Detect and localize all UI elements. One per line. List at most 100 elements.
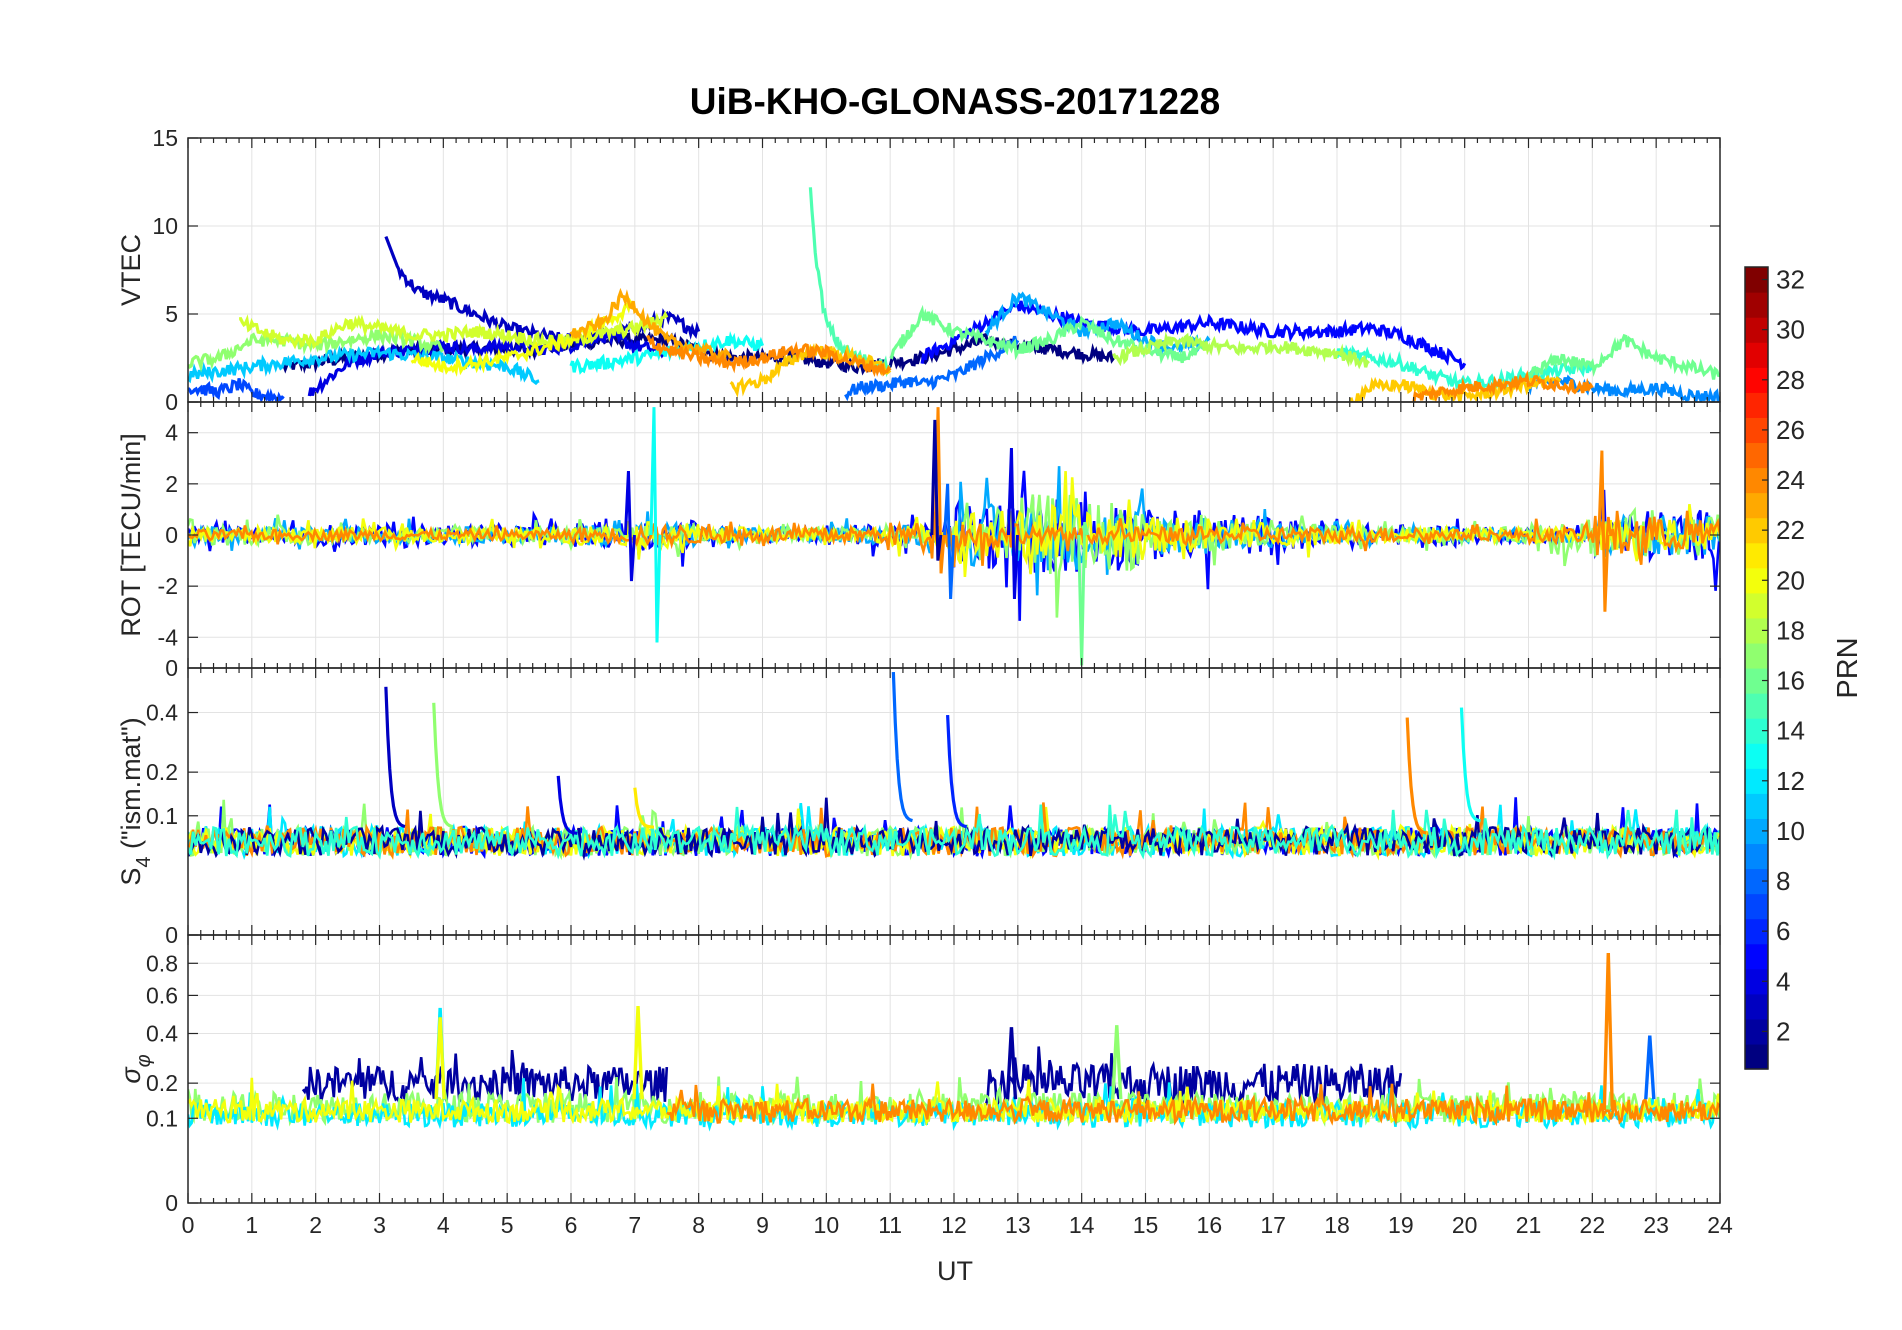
x-tick-label: 6 [565,1212,578,1238]
colorbar-segment [1745,1043,1768,1070]
s4-spike-prn-6 [946,714,968,829]
x-ticks [187,935,1721,1203]
x-tick-label: 18 [1324,1212,1350,1238]
x-tick-label: 21 [1516,1212,1542,1238]
s4-spike-prn-8 [891,671,913,823]
x-tick-label: 9 [756,1212,769,1238]
grid [187,668,1721,936]
y-axis-label: S4 ("ism.mat") [116,717,155,885]
colorbar-tick-label: 32 [1776,265,1805,295]
s4-series-prn-14 [188,804,1720,861]
x-tick-label: 5 [501,1212,514,1238]
vtec-series-prn-24 [1412,370,1594,402]
y-axis-label: σφ [116,1054,155,1083]
x-tick-label: 0 [182,1212,195,1238]
sigma-series-prn-24 [666,1083,1720,1127]
y-tick-label: 0.8 [146,950,178,976]
y-tick-label: 0.6 [146,982,178,1008]
x-tick-label: 11 [878,1212,902,1238]
y-ticks: -4 -2 0 2 4 [158,420,1720,650]
colorbar-segment [1745,542,1768,569]
colorbar-segment [1745,843,1768,870]
vtec-series-prn-23 [569,287,733,365]
colorbar-segment [1745,592,1768,619]
vtec-series-prn-16 [1526,333,1720,382]
colorbar-tick-label: 8 [1776,866,1790,896]
y-tick-label: 0.1 [146,1105,178,1131]
colorbar-segment [1745,918,1768,945]
s4-spike-prn-17 [432,702,454,829]
y-tick-label: 0.2 [146,759,178,785]
vtec-series-prn-19 [239,310,669,351]
sigma-spike-prn-20 [632,1005,644,1100]
y-tick-label: 0.4 [146,1021,178,1047]
colorbar-segment [1745,417,1768,444]
s4-spike-prn-4 [556,775,578,835]
colorbar-tick-label: 20 [1776,565,1805,595]
colorbar-segment [1745,367,1768,393]
x-tick-label: 19 [1388,1212,1414,1238]
y-ticks: 0 0.1 0.2 0.4 0 [146,655,1720,948]
colorbar-segment [1745,517,1768,544]
s4-spike-prn-13 [1459,707,1481,823]
colorbar-segment [1745,267,1768,293]
x-tick-label: 22 [1580,1212,1606,1238]
s4-spike-prn-3 [384,686,406,829]
y-tick-label: 0 [165,522,178,548]
s4-spike-prn-24 [1405,717,1427,835]
x-axis-label: UT [937,1256,973,1286]
colorbar-segment [1745,968,1768,995]
y-tick-label: 0.4 [146,700,178,726]
sigma-spike-prn-20 [434,1017,446,1100]
plot-area [188,671,1720,861]
y-ticks: 0 5 10 15 [152,125,1720,415]
y-tick-label: -4 [158,624,179,650]
s4-spike-prn-21 [633,787,655,829]
colorbar-segment [1745,993,1768,1020]
panel-1: 0 5 10 15 VTEC [116,125,1721,415]
y-tick-label: 0.2 [146,1070,178,1096]
colorbar-segment [1745,743,1768,769]
colorbar-segment [1745,768,1768,794]
x-ticks [187,668,1721,935]
rot-series-prn-17 [188,494,1720,618]
colorbar-segment [1745,693,1768,719]
colorbar-segment [1745,442,1768,469]
colorbar-segment [1745,1018,1768,1045]
x-ticks [187,138,1721,402]
colorbar-tick-label: 2 [1776,1016,1790,1046]
rot-spike-prn-16 [1077,521,1090,666]
colorbar-tick-label: 22 [1776,515,1805,545]
colorbar-segment [1745,868,1768,895]
vtec-series-prn-18 [1112,331,1370,370]
rot-spike-prn-2 [930,419,943,561]
y-tick-label: 0.1 [146,803,178,829]
x-tick-label: 8 [692,1212,705,1238]
x-tick-label: 16 [1197,1212,1223,1238]
x-tick-label: 24 [1707,1212,1733,1238]
x-tick-label: 13 [1005,1212,1031,1238]
sigma-series-prn-2 [301,1049,669,1107]
colorbar-segment [1745,492,1768,519]
colorbar-segment [1745,943,1768,970]
s4-series-prn-5 [188,797,1720,860]
colorbar-tick-label: 30 [1776,315,1805,345]
sigma-spike-prn-2 [1005,1027,1018,1100]
colorbar-segment [1745,317,1768,343]
y-tick-label: 15 [152,125,178,151]
y-tick-label: -2 [158,573,178,599]
vtec-series-prn-14 [1335,344,1594,392]
plot-area [188,187,1720,402]
colorbar-frame [1744,266,1769,1070]
x-tick-label: 17 [1260,1212,1286,1238]
colorbar-segment [1745,718,1768,744]
x-tick-label: 10 [814,1212,840,1238]
sigma-spike-prn-24 [1602,952,1614,1111]
colorbar-segment [1745,392,1768,418]
y-axis-label: VTEC [116,234,146,306]
vtec-series-prn-7 [188,378,285,402]
chart-title: UiB-KHO-GLONASS-20171228 [690,81,1220,122]
colorbar-segment [1745,793,1768,819]
